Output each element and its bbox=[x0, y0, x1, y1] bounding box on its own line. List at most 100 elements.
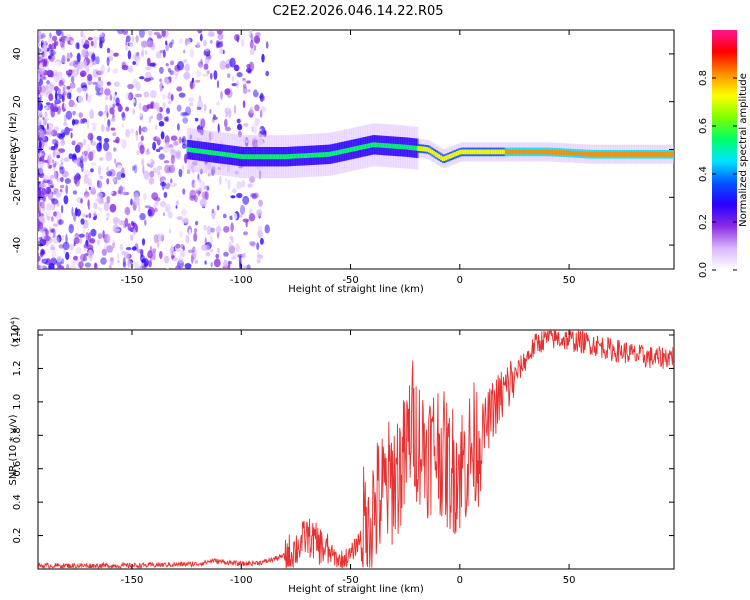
spectrogram-noise-blob bbox=[189, 80, 194, 90]
spectrogram-noise-blob bbox=[251, 242, 256, 248]
spectrogram-noise-blob bbox=[109, 107, 115, 115]
spectrogram-noise-blob bbox=[80, 253, 86, 262]
x-tick-label: -150 bbox=[121, 275, 144, 286]
spectrogram-ridge-core bbox=[508, 149, 512, 155]
spectrogram-ridge-core bbox=[536, 149, 540, 155]
spectrogram-noise-blob bbox=[215, 101, 221, 106]
spectrogram-noise-blob bbox=[136, 55, 142, 63]
spectrogram-ridge-core bbox=[216, 151, 220, 156]
spectrogram-noise-blob bbox=[153, 234, 159, 244]
spectrogram-ridge-core bbox=[328, 151, 332, 157]
spectrogram-ridge-core bbox=[611, 151, 615, 157]
spectrogram-ridge-core bbox=[496, 149, 500, 155]
spectrogram-noise-blob bbox=[239, 204, 246, 215]
spectrogram-noise-blob bbox=[163, 255, 170, 264]
spectrogram-ridge-core bbox=[422, 146, 426, 152]
spectrogram-ridge-core bbox=[286, 154, 290, 159]
spectrogram-noise-blob bbox=[260, 106, 267, 112]
spectrogram-ridge-core bbox=[641, 151, 645, 157]
spectrogram-noise-blob bbox=[138, 151, 146, 161]
x-tick-label: 50 bbox=[563, 575, 576, 586]
spectrogram-noise-blob bbox=[49, 185, 54, 189]
spectrogram-ridge-core bbox=[246, 154, 250, 160]
spectrogram-noise-blob bbox=[185, 106, 192, 116]
spectrogram-noise-blob bbox=[60, 248, 64, 257]
spectrogram-noise-blob bbox=[170, 154, 175, 165]
spectrogram-noise-blob bbox=[215, 253, 219, 259]
spectrogram-ridge-core bbox=[480, 149, 484, 155]
spectrogram-noise-blob bbox=[258, 131, 264, 138]
spectrogram-ridge-core bbox=[566, 150, 569, 156]
spectrogram-noise-blob bbox=[121, 64, 129, 71]
spectrogram-noise-blob bbox=[87, 177, 92, 186]
spectrogram-noise-blob bbox=[232, 251, 237, 260]
spectrogram-ridge-core bbox=[198, 148, 202, 154]
spectrogram-ridge-core bbox=[378, 142, 382, 148]
spectrogram-noise-blob bbox=[242, 218, 250, 223]
spectrogram-noise-blob bbox=[58, 218, 62, 226]
spectrogram-noise-blob bbox=[198, 180, 206, 191]
spectrogram-noise-blob bbox=[153, 31, 161, 36]
spectrogram-ridge-core bbox=[616, 151, 620, 157]
spectrogram-noise-blob bbox=[248, 30, 253, 39]
spectrogram-noise-blob bbox=[96, 192, 104, 199]
spectrogram-ridge-core bbox=[665, 151, 669, 157]
spectrogram-ridge-core bbox=[274, 154, 277, 160]
spectrogram-ridge-core bbox=[405, 144, 409, 150]
spectrogram-ridge-core bbox=[588, 151, 592, 157]
spectrogram-noise-blob bbox=[176, 86, 183, 92]
spectrogram-noise-blob bbox=[52, 159, 55, 164]
spectrogram-noise-blob bbox=[149, 90, 157, 99]
spectrogram-ridge-core bbox=[494, 149, 498, 155]
spectrogram-noise-blob bbox=[169, 60, 175, 66]
spectrogram-ridge-core bbox=[459, 149, 463, 155]
spectrogram-noise-blob bbox=[118, 125, 122, 135]
spectrogram-noise-blob bbox=[120, 173, 126, 178]
spectrogram-noise-blob bbox=[208, 131, 214, 141]
spectrogram-noise-blob bbox=[175, 265, 181, 269]
spectrogram-noise-blob bbox=[122, 191, 130, 196]
spectrogram-noise-blob bbox=[43, 235, 51, 242]
spectrogram-noise-blob bbox=[97, 70, 104, 74]
spectrogram-ridge-core bbox=[366, 143, 370, 149]
spectrogram-noise-blob bbox=[248, 213, 256, 222]
spectrogram-noise-blob bbox=[132, 108, 135, 115]
spectrogram-noise-blob bbox=[97, 200, 105, 205]
spectrogram-noise-blob bbox=[175, 247, 181, 252]
spectrogram-noise-blob bbox=[87, 37, 93, 41]
spectrogram-ridge-core bbox=[359, 145, 363, 150]
spectrogram-noise-blob bbox=[42, 132, 46, 141]
spectrogram-noise-blob bbox=[125, 247, 132, 251]
spectrogram-ridge-core bbox=[672, 151, 674, 157]
spectrogram-noise-blob bbox=[95, 56, 100, 65]
spectrogram-noise-blob bbox=[98, 76, 101, 81]
spectrogram-ridge-core bbox=[275, 154, 279, 160]
spectrogram-noise-blob bbox=[204, 190, 209, 201]
spectrogram-noise-blob bbox=[38, 37, 41, 42]
spectrogram-noise-blob bbox=[198, 95, 202, 102]
spectrogram-ridge-core bbox=[606, 151, 610, 157]
spectrogram-noise-blob bbox=[183, 49, 186, 54]
spectrogram-noise-blob bbox=[99, 40, 103, 49]
spectrogram-noise-blob bbox=[56, 159, 62, 165]
spectrogram-ridge-core bbox=[559, 150, 562, 155]
spectrogram-noise-blob bbox=[154, 207, 158, 213]
spectrogram-ridge-core bbox=[550, 149, 554, 155]
spectrogram-noise-blob bbox=[42, 206, 46, 212]
spectrogram-noise-blob bbox=[252, 123, 255, 127]
spectrogram-ridge-core bbox=[268, 154, 272, 160]
spectrogram-noise-blob bbox=[138, 125, 142, 135]
spectrogram-noise-blob bbox=[256, 128, 262, 132]
spectrogram-ridge-core bbox=[340, 149, 344, 155]
spectrogram-noise-blob bbox=[57, 219, 64, 225]
spectrogram-ridge-core bbox=[653, 151, 657, 157]
spectrogram-ridge-core bbox=[256, 154, 260, 160]
spectrogram-noise-blob bbox=[140, 135, 144, 142]
spectrogram-noise-blob bbox=[46, 80, 50, 85]
spectrogram-noise-blob bbox=[144, 205, 151, 209]
spectrogram-noise-blob bbox=[256, 242, 260, 251]
spectrogram-noise-blob bbox=[46, 220, 52, 224]
spectrogram-noise-blob bbox=[110, 118, 116, 122]
spectrogram-noise-blob bbox=[160, 141, 165, 149]
spectrogram-noise-blob bbox=[217, 167, 221, 170]
